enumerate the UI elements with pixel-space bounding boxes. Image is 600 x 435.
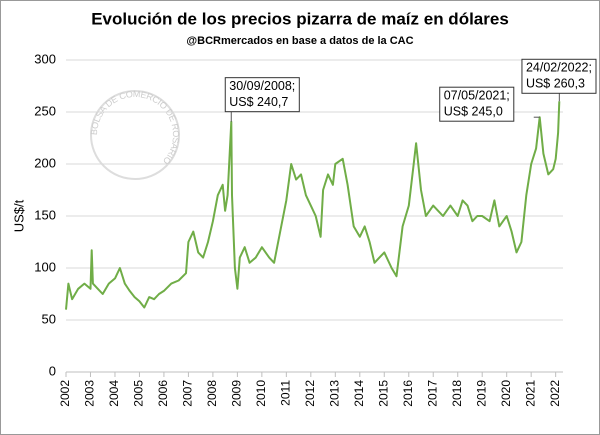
x-tick-label: 2016 (401, 380, 415, 407)
x-tick-label: 2014 (352, 380, 366, 407)
y-tick-label: 150 (34, 207, 56, 222)
x-tick-label: 2004 (107, 380, 121, 407)
x-tick-label: 2007 (181, 380, 195, 407)
x-tick-label: 2013 (327, 380, 341, 407)
y-axis-label: US$/t (11, 199, 26, 232)
y-tick-label: 100 (34, 259, 56, 274)
annotation-text: 07/05/2021; (444, 88, 510, 102)
x-tick-label: 2011 (279, 380, 293, 406)
x-tick-label: 2020 (499, 380, 513, 407)
y-tick-label: 200 (34, 155, 56, 170)
y-tick-label: 300 (34, 51, 56, 66)
annotation-text: US$ 240,7 (229, 95, 288, 109)
y-tick-label: 250 (34, 103, 56, 118)
x-tick-label: 2003 (83, 380, 97, 407)
x-tick-label: 2010 (254, 380, 268, 407)
x-tick-label: 2018 (450, 380, 464, 407)
x-tick-label: 2006 (156, 380, 170, 407)
x-tick-label: 2009 (230, 380, 244, 407)
y-tick-label: 0 (49, 363, 56, 378)
annotation-text: US$ 245,0 (444, 104, 503, 118)
y-tick-label: 50 (42, 311, 56, 326)
x-tick-label: 2012 (303, 380, 317, 407)
annotation-text: 24/02/2022; (526, 61, 592, 75)
x-tick-label: 2017 (425, 380, 439, 407)
annotation: 30/09/2008; US$ 240,7 (224, 77, 300, 113)
annotation-box (224, 77, 300, 113)
annotation-text: 30/09/2008; (229, 79, 295, 93)
x-tick-label: 2019 (474, 380, 488, 407)
annotation: 24/02/2022; US$ 260,3 (521, 58, 597, 94)
x-tick-label: 2022 (548, 380, 562, 407)
annotation: 07/05/2021; US$ 245,0 (439, 86, 515, 122)
x-tick-label: 2002 (58, 380, 72, 407)
x-tick-label: 2005 (132, 380, 146, 407)
annotation-box (439, 86, 515, 122)
watermark-ring (90, 90, 180, 180)
chart-title: Evolución de los precios pizarra de maíz… (91, 9, 509, 28)
x-tick-label: 2021 (523, 380, 537, 407)
x-tick-label: 2015 (376, 380, 390, 407)
annotation-box (521, 58, 597, 94)
chart-subtitle: @BCRmercados en base a datos de la CAC (186, 35, 413, 47)
line-series (65, 101, 561, 310)
x-tick-label: 2008 (205, 380, 219, 407)
annotation-text: US$ 260,3 (526, 77, 585, 91)
